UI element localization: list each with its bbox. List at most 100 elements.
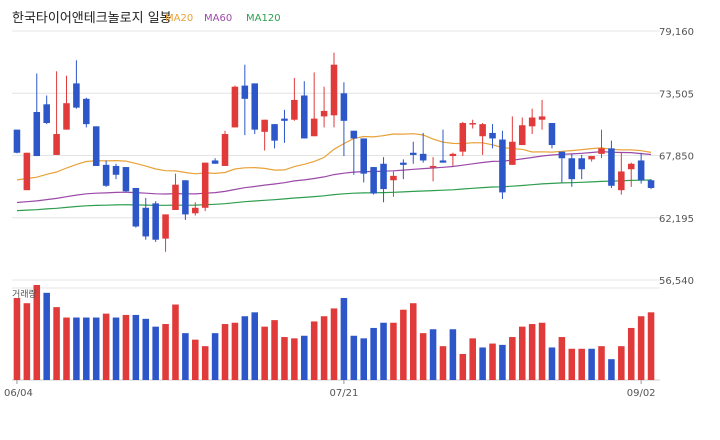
candle-down <box>271 124 278 141</box>
candle-down <box>92 126 100 166</box>
volume-bar <box>172 304 179 380</box>
volume-bar <box>390 322 397 380</box>
volume-bars <box>13 285 655 380</box>
candle-down <box>142 207 150 237</box>
title-block: 한국타이어앤테크놀로지 일봉 MA20 MA60 MA120 <box>12 11 281 26</box>
candle-down <box>350 130 358 139</box>
price-tick-label: 73,505 <box>659 89 694 100</box>
candle-down <box>132 187 140 227</box>
candle-down <box>83 98 90 125</box>
candle-down <box>73 83 80 108</box>
volume-bar <box>63 317 70 380</box>
ma60-line <box>16 150 652 204</box>
candle-down <box>380 163 387 190</box>
date-tick-label: 09/02 <box>627 388 656 399</box>
candle-down <box>637 160 645 181</box>
price-tick-label: 79,160 <box>659 27 694 38</box>
volume-bar <box>102 313 110 380</box>
volume-bar <box>409 303 417 380</box>
candle-down <box>112 165 120 175</box>
candle-down <box>122 167 130 192</box>
volume-bar <box>53 307 60 380</box>
volume-bar <box>251 312 259 380</box>
volume-bar <box>568 348 576 380</box>
ma20-line <box>16 133 652 181</box>
volume-bar <box>112 317 120 380</box>
candle-up <box>469 123 476 125</box>
volume-bar <box>499 344 506 380</box>
candle-up <box>221 134 229 166</box>
volume-bar <box>548 347 556 380</box>
candle-down <box>400 162 407 165</box>
candle-up <box>231 86 239 128</box>
volume-bar <box>142 318 150 380</box>
volume-bar <box>132 314 140 380</box>
candle-down <box>548 123 556 146</box>
volume-bar <box>192 339 199 380</box>
candle-down <box>647 180 655 188</box>
candle-up <box>598 148 605 154</box>
volume-bar <box>558 337 566 380</box>
volume-bar <box>627 327 635 380</box>
price-tick-label: 56,540 <box>659 276 694 287</box>
volume-bar <box>449 329 457 380</box>
candle-down <box>578 158 585 170</box>
candle-up <box>310 118 318 137</box>
volume-bar <box>370 327 377 380</box>
candle-down <box>301 95 308 139</box>
candle-up <box>192 207 199 214</box>
volume-bar <box>479 347 486 380</box>
chart-title: 한국타이어앤테크놀로지 일봉 <box>12 11 172 26</box>
candle-up <box>320 110 328 117</box>
volume-bar <box>578 348 585 380</box>
volume-bar <box>291 338 298 380</box>
volume-bar <box>608 359 615 380</box>
candle-down <box>13 129 21 153</box>
volume-bar <box>320 316 328 380</box>
candle-up <box>627 163 635 170</box>
volume-bar <box>201 346 209 380</box>
price-tick-label: 62,195 <box>659 214 694 225</box>
candle-down <box>281 118 288 121</box>
volume-bar <box>23 303 31 380</box>
candle-down <box>102 164 110 186</box>
legend-ma60: MA60 <box>204 13 232 24</box>
candle-down <box>499 139 506 193</box>
volume-bar <box>152 326 159 380</box>
volume-bar <box>162 324 169 380</box>
candle-down <box>152 203 159 240</box>
volume-bar <box>518 326 526 380</box>
candle-up <box>201 162 209 208</box>
candlesticks <box>13 52 655 252</box>
volume-bar <box>618 346 625 380</box>
candle-up <box>172 184 179 210</box>
volume-bar <box>459 353 467 380</box>
volume-bar <box>33 285 41 380</box>
volume-bar <box>281 337 288 380</box>
candle-up <box>449 153 457 157</box>
volume-bar <box>380 322 387 380</box>
volume-bar <box>271 320 278 380</box>
volume-bar <box>419 333 427 380</box>
candle-up <box>509 141 516 165</box>
candle-down <box>439 160 447 163</box>
candle-down <box>182 180 189 215</box>
ma120-line <box>16 179 652 212</box>
volume-bar <box>489 343 496 380</box>
candle-down <box>370 167 377 194</box>
volume-bar <box>261 326 268 380</box>
volume-label: 거래량 <box>12 288 37 300</box>
candle-down <box>43 104 50 124</box>
volume-bar <box>221 324 229 380</box>
candle-up <box>63 103 70 130</box>
volume-bar <box>350 335 358 380</box>
candle-down <box>489 132 496 139</box>
candle-down <box>409 152 417 155</box>
candle-down <box>419 153 427 161</box>
volume-bar <box>538 322 546 380</box>
volume-bar <box>13 298 21 380</box>
volume-bar <box>83 317 90 380</box>
volume-bar <box>429 329 437 380</box>
candle-up <box>23 152 31 191</box>
